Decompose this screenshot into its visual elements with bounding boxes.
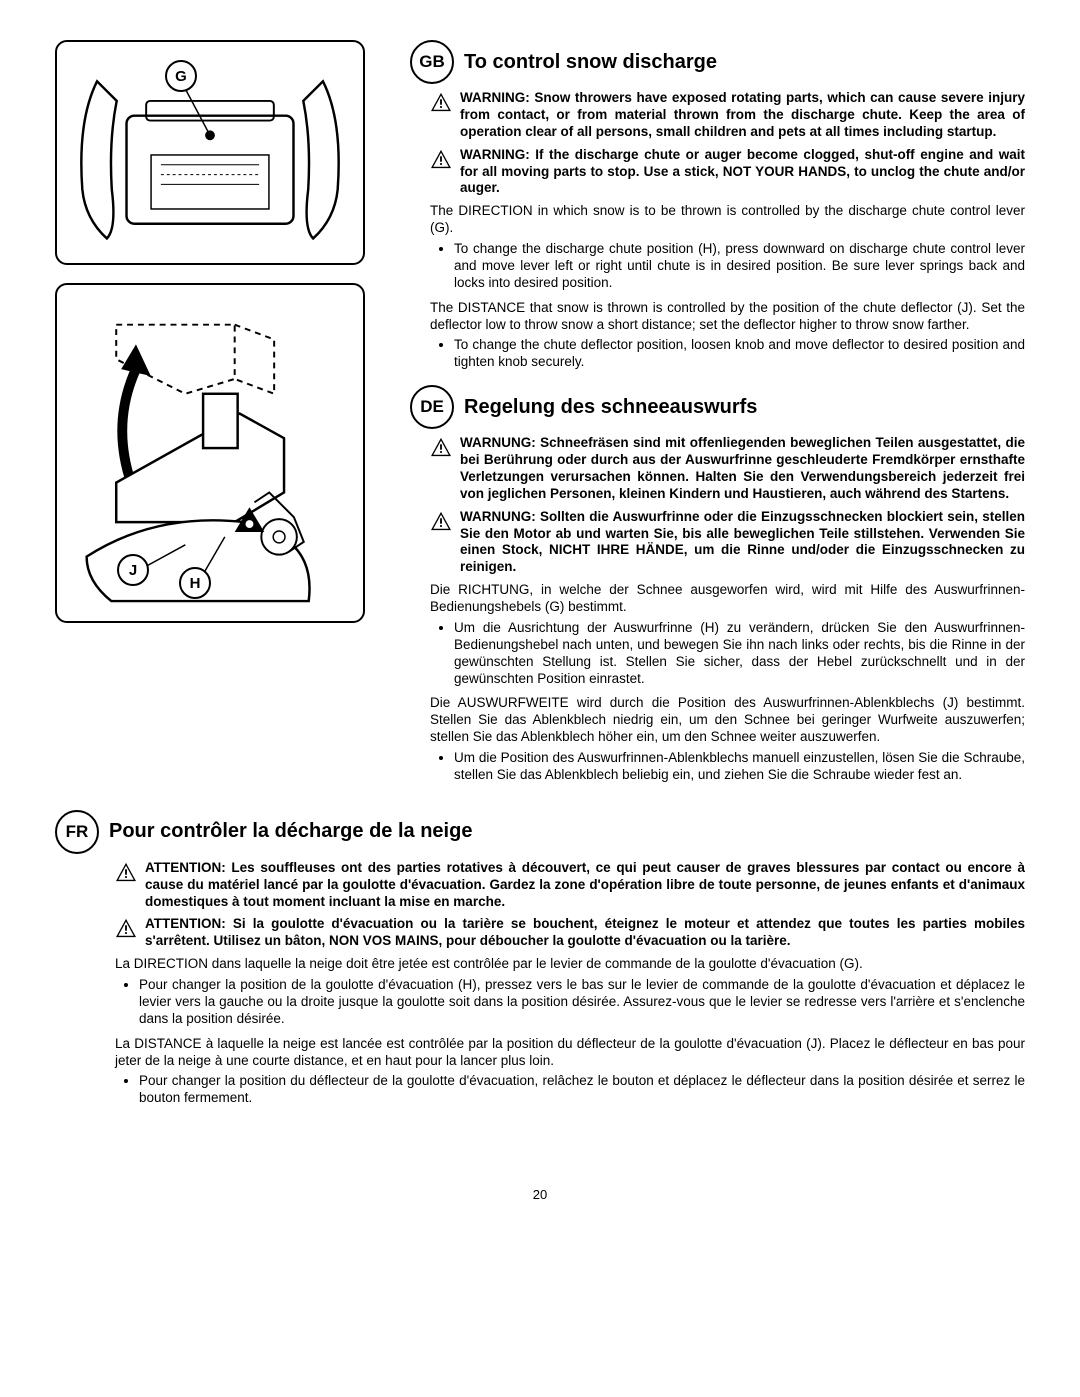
de-warning-1: WARNUNG: Schneefräsen sind mit offenlieg…	[430, 435, 1025, 503]
fr-bullet-2: Pour changer la position du déflecteur d…	[139, 1073, 1025, 1107]
warning-icon	[430, 149, 452, 169]
de-warning-1-text: WARNUNG: Schneefräsen sind mit offenlieg…	[460, 435, 1025, 503]
de-badge: DE	[410, 385, 454, 429]
gb-warning-2: WARNING: If the discharge chute or auger…	[430, 147, 1025, 198]
de-warning-2: WARNUNG: Sollten die Auswurfrinne oder d…	[430, 509, 1025, 577]
gb-bullet-1: To change the discharge chute position (…	[454, 241, 1025, 292]
gb-warning-1-text: WARNING: Snow throwers have exposed rota…	[460, 90, 1025, 141]
warning-icon	[430, 92, 452, 112]
warning-icon	[430, 437, 452, 457]
de-bullet-2: Um die Position des Auswurfrinnen-Ablenk…	[454, 750, 1025, 784]
ref-label-j: J	[117, 554, 149, 586]
gb-title: To control snow discharge	[464, 51, 717, 74]
fr-section-header: FR Pour contrôler la décharge de la neig…	[55, 810, 1025, 854]
gb-badge: GB	[410, 40, 454, 84]
figures-column: G	[55, 40, 390, 792]
page-number: 20	[55, 1187, 1025, 1202]
fr-para-2: La DISTANCE à laquelle la neige est lanc…	[115, 1036, 1025, 1070]
fr-warning-1-text: ATTENTION: Les souffleuses ont des parti…	[145, 860, 1025, 911]
fr-title: Pour contrôler la décharge de la neige	[109, 820, 472, 843]
ref-label-h: H	[179, 567, 211, 599]
figure-top-view: G	[55, 40, 365, 265]
de-para-2: Die AUSWURFWEITE wird durch die Position…	[430, 695, 1025, 746]
gb-para-2: The DISTANCE that snow is thrown is cont…	[430, 300, 1025, 334]
fr-warning-2: ATTENTION: Si la goulotte d'évacuation o…	[115, 916, 1025, 950]
gb-section-header: GB To control snow discharge	[410, 40, 1025, 84]
fr-warning-2-text: ATTENTION: Si la goulotte d'évacuation o…	[145, 916, 1025, 950]
ref-label-g: G	[165, 60, 197, 92]
fr-section: FR Pour contrôler la décharge de la neig…	[55, 810, 1025, 1107]
text-column: GB To control snow discharge WARNING: Sn…	[410, 40, 1025, 792]
fr-bullet-1: Pour changer la position de la goulotte …	[139, 977, 1025, 1028]
warning-icon	[115, 862, 137, 882]
de-bullet-1: Um die Ausrichtung der Auswurfrinne (H) …	[454, 620, 1025, 688]
de-title: Regelung des schneeauswurfs	[464, 396, 757, 419]
de-para-1: Die RICHTUNG, in welche der Schnee ausge…	[430, 582, 1025, 616]
figure-chute-deflector: J H	[55, 283, 365, 623]
warning-icon	[430, 511, 452, 531]
de-warning-2-text: WARNUNG: Sollten die Auswurfrinne oder d…	[460, 509, 1025, 577]
fr-para-1: La DIRECTION dans laquelle la neige doit…	[115, 956, 1025, 973]
gb-bullet-2: To change the chute deflector position, …	[454, 337, 1025, 371]
fr-warning-1: ATTENTION: Les souffleuses ont des parti…	[115, 860, 1025, 911]
gb-para-1: The DIRECTION in which snow is to be thr…	[430, 203, 1025, 237]
fr-badge: FR	[55, 810, 99, 854]
de-section-header: DE Regelung des schneeauswurfs	[410, 385, 1025, 429]
gb-warning-2-text: WARNING: If the discharge chute or auger…	[460, 147, 1025, 198]
gb-warning-1: WARNING: Snow throwers have exposed rota…	[430, 90, 1025, 141]
warning-icon	[115, 918, 137, 938]
